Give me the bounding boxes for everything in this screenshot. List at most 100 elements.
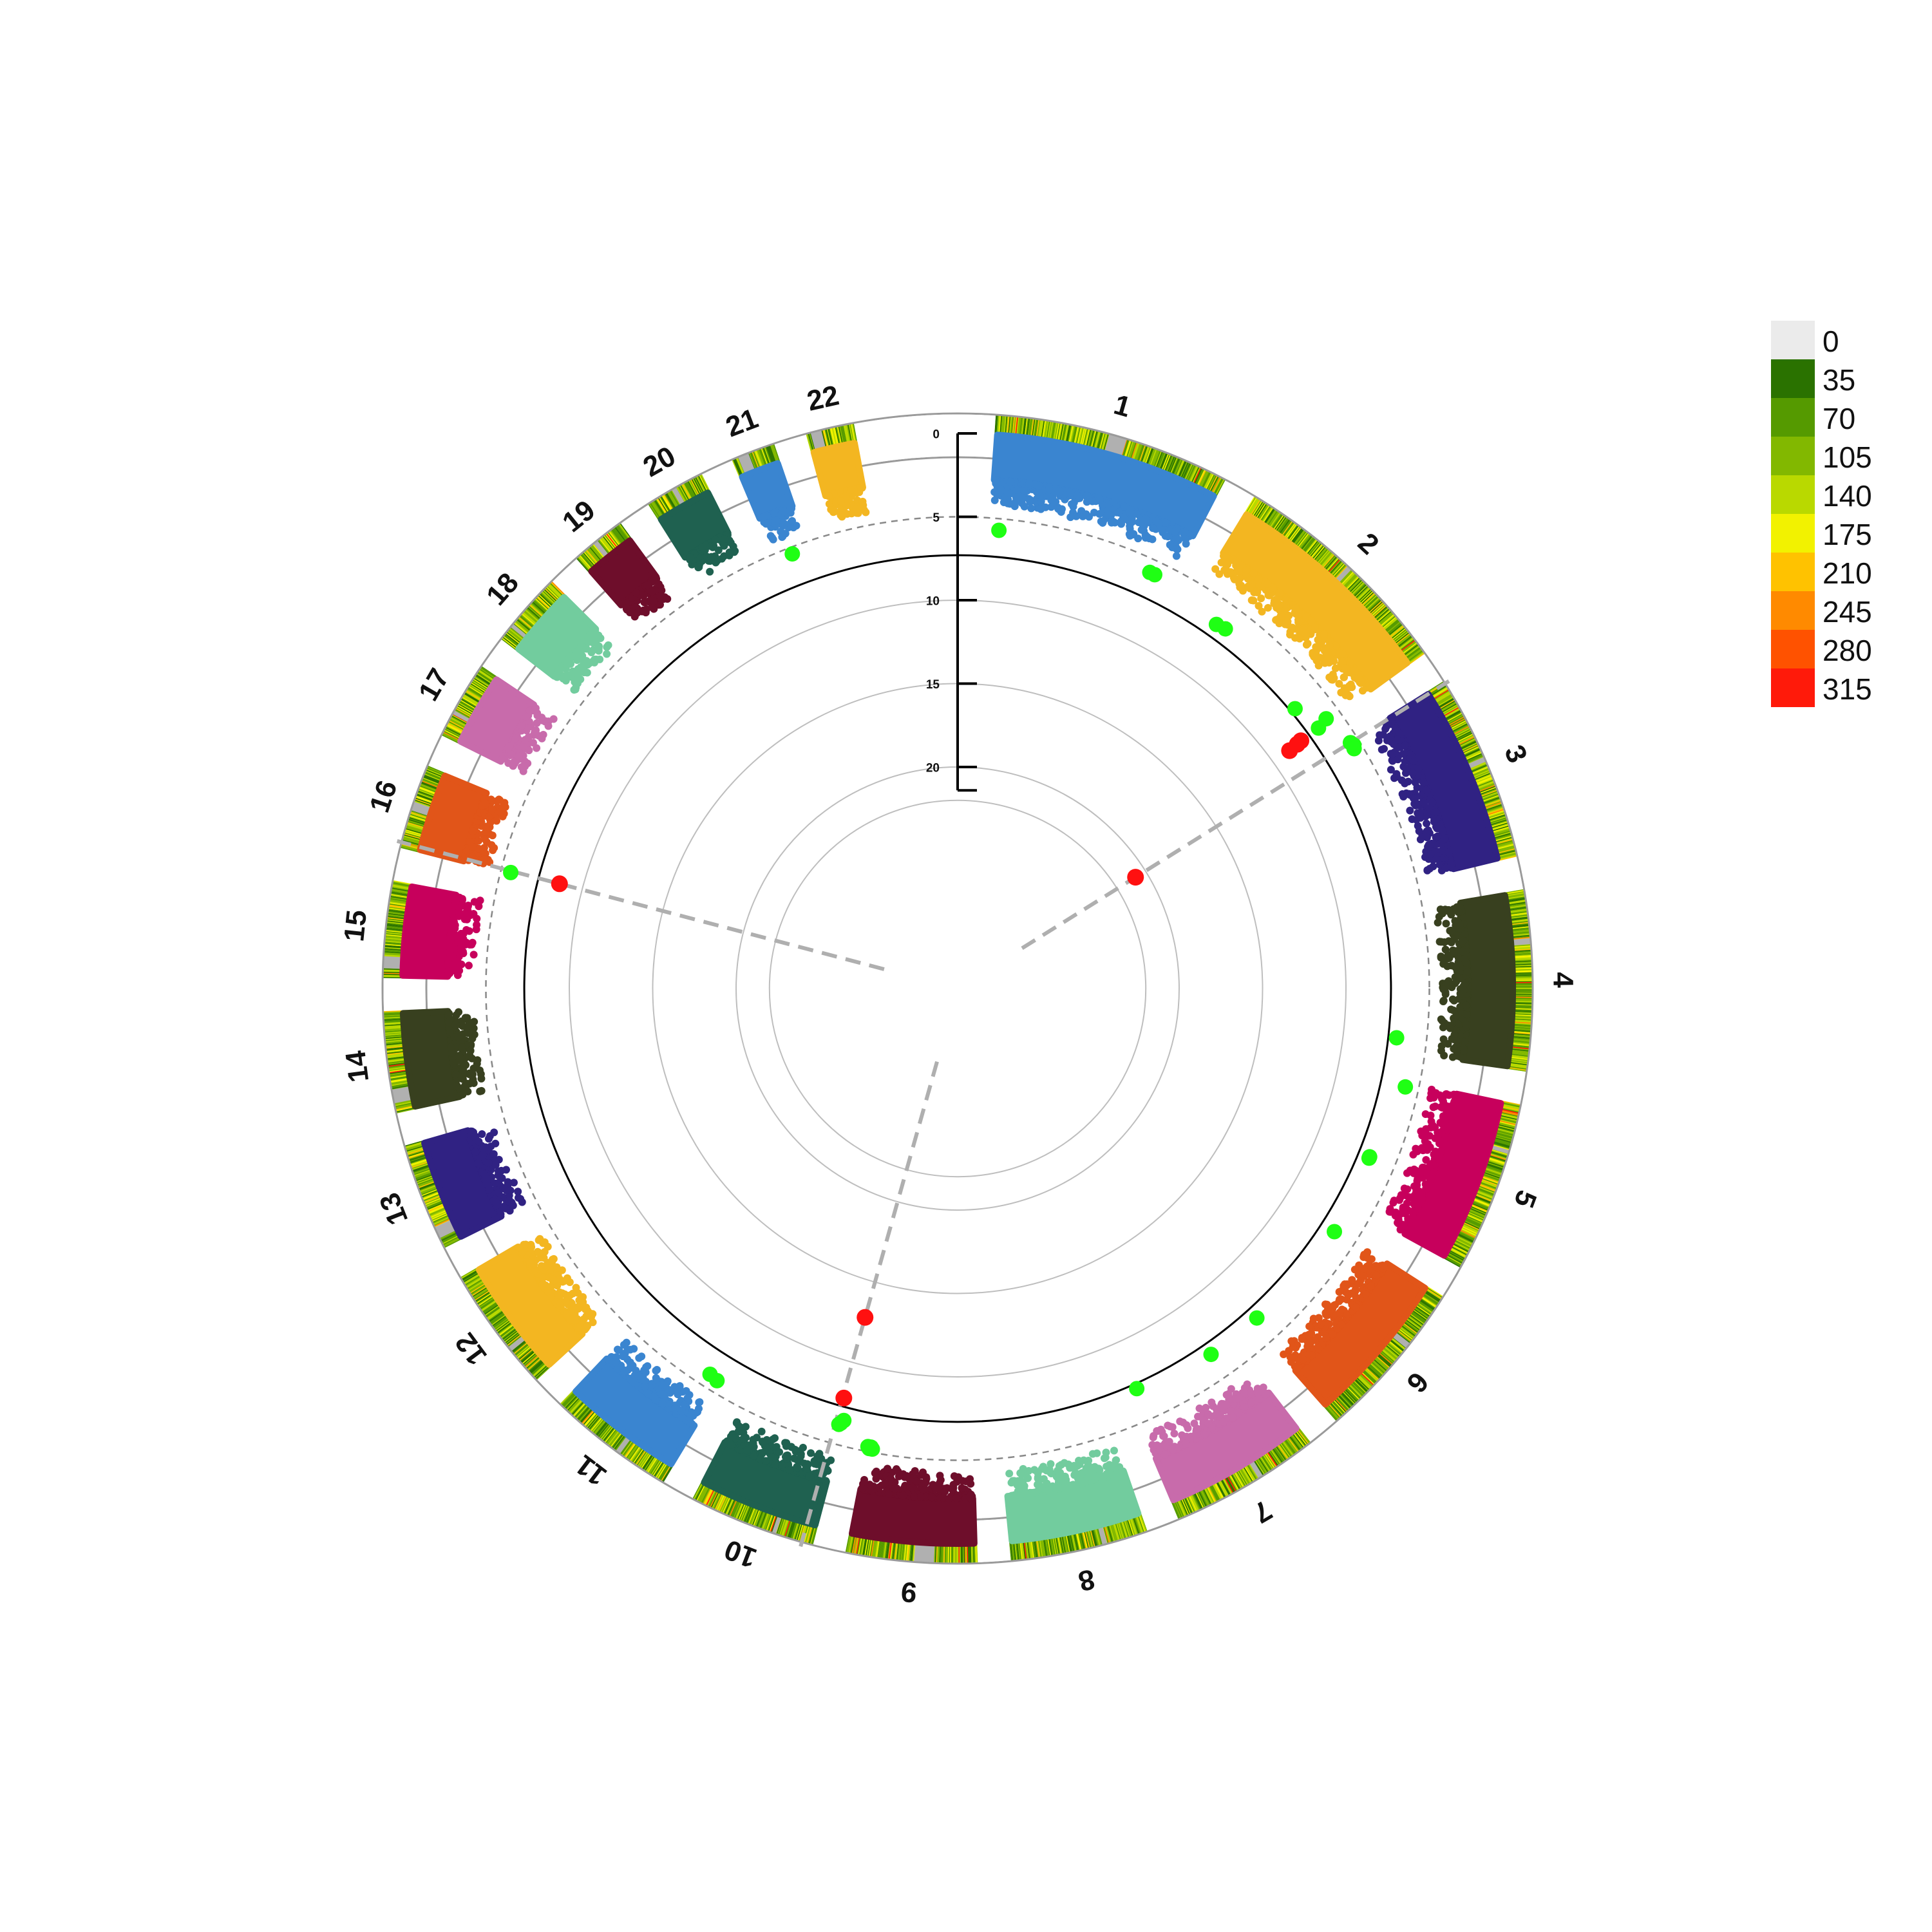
snp-point — [1255, 601, 1263, 610]
chromosome-gap — [1475, 857, 1524, 896]
snp-point — [1193, 1425, 1202, 1433]
snp-point — [997, 486, 1005, 495]
snp-point — [1204, 1410, 1213, 1418]
chromosome-label: 4 — [1547, 972, 1578, 989]
snp-point — [1115, 507, 1124, 516]
snp-point — [1037, 497, 1045, 506]
snp-point — [1460, 986, 1468, 994]
snp-point — [1160, 1432, 1168, 1441]
snp-point — [1440, 938, 1448, 946]
snp-point — [1341, 691, 1350, 699]
chromosome-gap — [397, 1104, 446, 1146]
snp-point — [1247, 1398, 1256, 1406]
snp-point — [1460, 1037, 1468, 1046]
snp-point — [1426, 850, 1435, 858]
snp-point — [1059, 1477, 1068, 1486]
snp-point — [1264, 580, 1272, 588]
snp-point — [941, 1488, 949, 1496]
snp-point — [1112, 1456, 1121, 1464]
snp-point — [1045, 485, 1054, 493]
snp-point — [1098, 501, 1106, 509]
snp-point — [1459, 1045, 1468, 1053]
snp-point — [1350, 667, 1359, 675]
snp-point — [1172, 534, 1180, 542]
snp-point — [935, 1479, 943, 1488]
chromosome-gap — [1206, 480, 1255, 533]
snp-point — [1326, 1307, 1334, 1315]
snp-point — [1099, 517, 1107, 526]
snp-point — [1231, 1395, 1239, 1403]
snp-point — [1389, 1198, 1397, 1207]
snp-point — [1180, 527, 1189, 536]
snp-point — [1229, 1414, 1237, 1422]
snp-point — [1428, 1085, 1436, 1094]
snp-point — [1182, 1421, 1191, 1429]
snp-point — [1312, 643, 1320, 651]
snp-point — [1423, 833, 1431, 842]
snp-point — [1433, 824, 1441, 833]
snp-point — [1325, 673, 1334, 681]
snp-point — [1359, 1272, 1368, 1280]
snp-point — [1450, 1045, 1458, 1053]
snp-point — [1420, 1146, 1428, 1154]
snp-point — [884, 1464, 892, 1473]
density-outer-ring — [381, 412, 1534, 1565]
snp-point — [1242, 566, 1251, 574]
snp-point — [1399, 1203, 1407, 1211]
snp-point — [1153, 1426, 1161, 1435]
snp-point — [1079, 1456, 1088, 1464]
snp-point — [1117, 520, 1126, 528]
snp-point — [1219, 1402, 1227, 1410]
snp-point — [1045, 1486, 1053, 1494]
snp-point — [1064, 1460, 1072, 1468]
snp-point — [1406, 806, 1414, 815]
snp-point — [1240, 1388, 1249, 1397]
snp-point — [1399, 792, 1408, 800]
snp-point — [1200, 1430, 1209, 1439]
snp-point — [1408, 1209, 1417, 1217]
snp-point — [1338, 1305, 1346, 1314]
snp-point — [1437, 1015, 1445, 1023]
snp-point — [1423, 866, 1432, 875]
snp-point — [1314, 636, 1322, 644]
chromosome-label: 22 — [804, 379, 842, 417]
snp-point — [1132, 509, 1141, 518]
snp-point — [1320, 630, 1328, 638]
snp-point — [1280, 1350, 1288, 1359]
snp-point — [1143, 533, 1151, 541]
snp-point — [1168, 544, 1177, 552]
chromosome-label: 19 — [556, 494, 601, 538]
snp-point — [1452, 921, 1460, 929]
snp-point — [1013, 486, 1021, 495]
snp-point — [1442, 920, 1450, 928]
snp-point — [1385, 1208, 1394, 1216]
snp-point — [1363, 1250, 1371, 1258]
snp-point — [1057, 505, 1066, 513]
snp-point — [1459, 947, 1467, 956]
snp-point — [1269, 583, 1277, 592]
chromosome-gap — [663, 1446, 712, 1499]
chromosome-gap — [854, 414, 996, 466]
snp-point — [1331, 664, 1340, 672]
snp-point — [1074, 1462, 1082, 1470]
snp-point — [1439, 1035, 1448, 1043]
chromosome-label: 9 — [900, 1576, 918, 1609]
chromosome-label: 1 — [1110, 389, 1134, 424]
snp-point — [1090, 508, 1098, 516]
snp-point — [1439, 827, 1447, 835]
snp-point — [1314, 1345, 1323, 1353]
snp-point — [1463, 967, 1472, 976]
snp-point — [1360, 1266, 1368, 1274]
chromosome-gap — [445, 1229, 498, 1277]
snp-point — [1421, 1137, 1429, 1145]
snp-point — [1090, 1473, 1099, 1482]
snp-point — [1420, 798, 1428, 806]
snp-point — [1452, 963, 1460, 972]
snp-point — [1220, 566, 1229, 574]
snp-point — [1227, 1407, 1235, 1416]
snp-point — [1410, 757, 1418, 765]
snp-point — [1289, 1343, 1297, 1351]
snp-point — [1427, 1117, 1435, 1126]
snp-point — [1335, 649, 1343, 658]
